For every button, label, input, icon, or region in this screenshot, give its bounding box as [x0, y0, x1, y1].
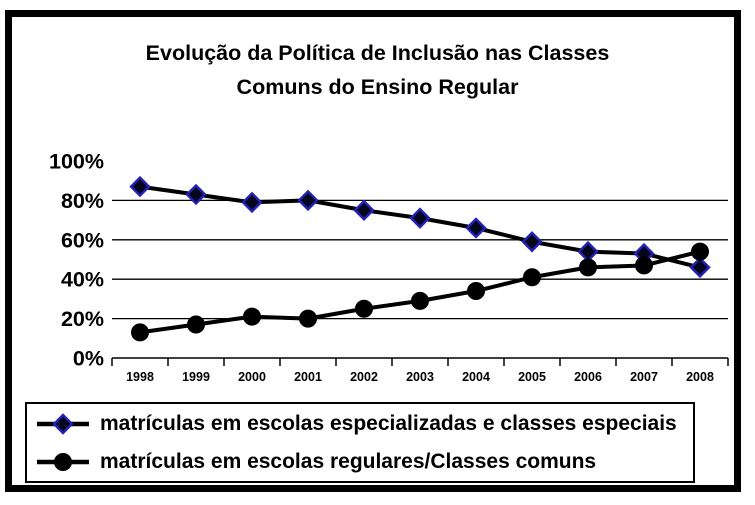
legend-item-comuns: matrículas em escolas regulares/Classes … — [35, 443, 693, 481]
x-axis — [111, 357, 729, 366]
svg-text:0%: 0% — [73, 347, 104, 371]
legend: matrículas em escolas especializadas e c… — [25, 402, 695, 483]
diamond-series-marker-icon — [37, 412, 89, 435]
svg-text:20%: 20% — [61, 307, 104, 331]
svg-text:2006: 2006 — [574, 370, 602, 384]
legend-label-especiais: matrículas em escolas especializadas e c… — [100, 411, 677, 435]
svg-text:60%: 60% — [61, 228, 104, 252]
chart-title-line2: Comuns do Ensino Regular — [236, 75, 519, 99]
svg-text:100%: 100% — [49, 150, 104, 174]
svg-text:80%: 80% — [61, 189, 104, 213]
svg-text:2007: 2007 — [630, 370, 658, 384]
svg-text:1998: 1998 — [126, 370, 154, 384]
svg-text:2000: 2000 — [238, 370, 266, 384]
svg-text:2002: 2002 — [350, 370, 378, 384]
chart-title: Evolução da Política de Inclusão nas Cla… — [30, 36, 725, 104]
svg-text:2003: 2003 — [406, 370, 434, 384]
legend-item-especiais: matrículas em escolas especializadas e c… — [35, 405, 693, 443]
chart-title-line1: Evolução da Política de Inclusão nas Cla… — [145, 41, 610, 65]
gridlines — [112, 199, 728, 320]
svg-text:2004: 2004 — [462, 370, 490, 384]
series-markers — [129, 175, 711, 342]
y-axis-labels: 100% 80% 60% 40% 20% 0% — [49, 150, 104, 371]
legend-label-comuns: matrículas em escolas regulares/Classes … — [100, 449, 597, 473]
circle-series-marker-icon — [37, 452, 89, 471]
svg-text:2001: 2001 — [294, 370, 322, 384]
svg-text:2008: 2008 — [686, 370, 714, 384]
svg-text:1999: 1999 — [182, 370, 210, 384]
svg-text:40%: 40% — [61, 268, 104, 292]
svg-text:2005: 2005 — [518, 370, 546, 384]
x-axis-labels: 1998 1999 2000 2001 2002 2003 2004 2005 2006 2007… — [126, 370, 714, 384]
